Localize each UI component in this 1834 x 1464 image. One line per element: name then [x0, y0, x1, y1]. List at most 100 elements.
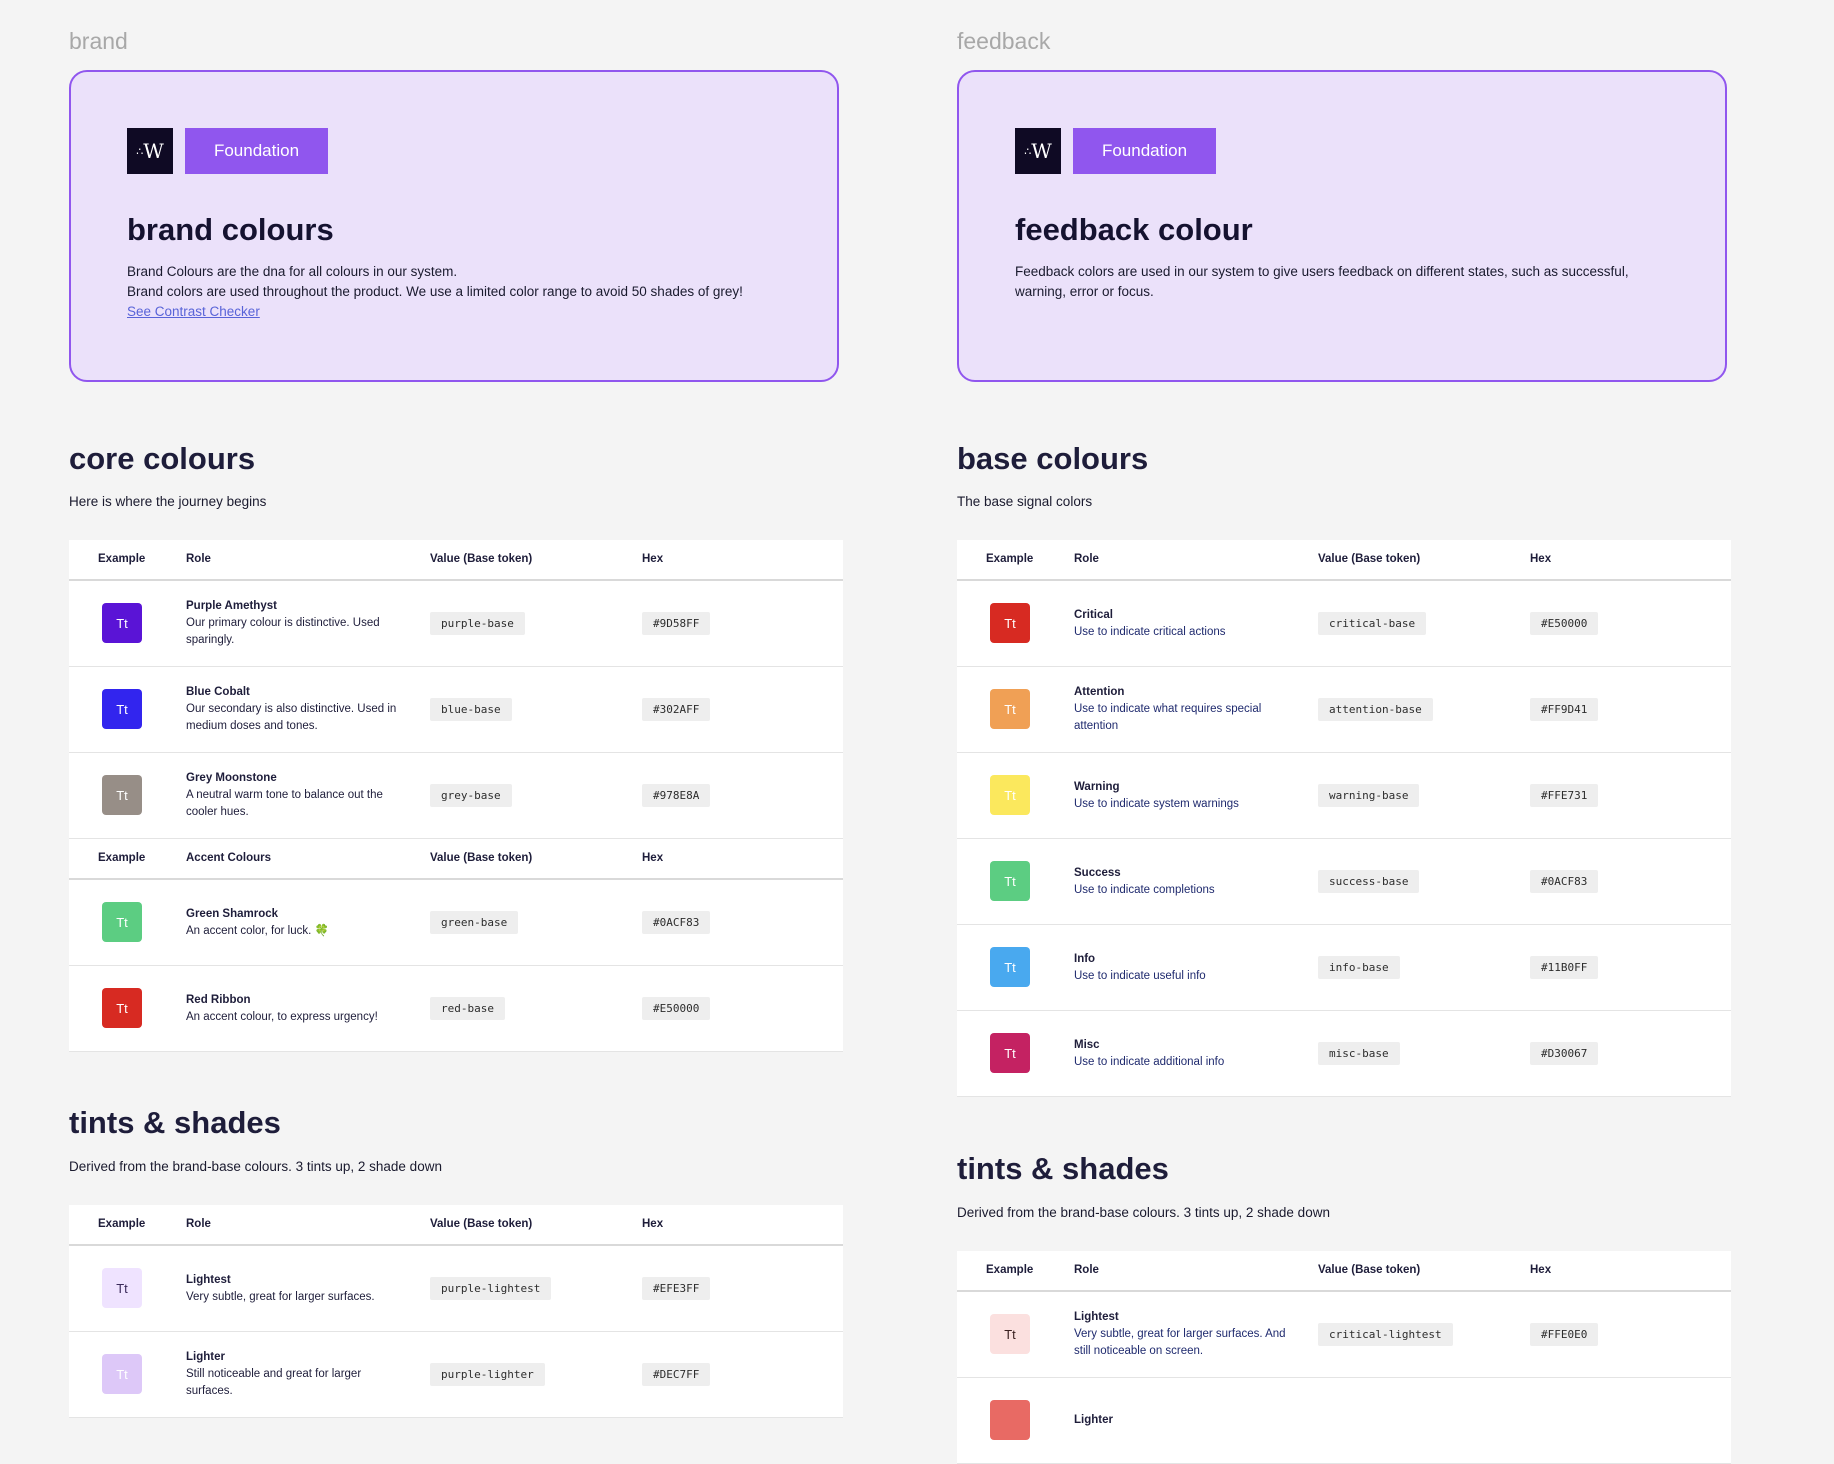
hex-chip[interactable]: #302AFF: [642, 698, 711, 721]
token-chip[interactable]: critical-lightest: [1318, 1323, 1453, 1346]
color-swatch: Tt: [990, 1033, 1030, 1073]
col-hex: Hex: [1530, 1264, 1552, 1276]
hex-chip[interactable]: #FF9D41: [1530, 698, 1599, 721]
role-description: Use to indicate what requires special at…: [1074, 703, 1262, 732]
color-swatch: Tt: [990, 689, 1030, 729]
table-row: Tt Red Ribbon An accent colour, to express…: [69, 966, 843, 1052]
col-example: Example: [986, 1264, 1034, 1276]
token-chip[interactable]: purple-lighter: [430, 1363, 545, 1386]
role-name: Red Ribbon: [186, 994, 251, 1006]
col-value: Value (Base token): [430, 553, 533, 565]
token-chip[interactable]: success-base: [1318, 870, 1420, 893]
col-role: Role: [1074, 553, 1099, 565]
role-cell: Green Shamrock An accent color, for luck.…: [186, 906, 406, 940]
table-row: Tt Lighter Still noticeable and great for …: [69, 1332, 843, 1418]
role-description: Very subtle, great for larger surfaces.: [186, 1291, 375, 1303]
token-chip[interactable]: info-base: [1318, 956, 1400, 979]
frame-label-feedback: feedback: [957, 28, 1051, 54]
color-swatch: [990, 1400, 1030, 1440]
color-swatch: Tt: [990, 861, 1030, 901]
role-description: Very subtle, great for larger surfaces. …: [1074, 1328, 1286, 1357]
logo-icon: ∴ W: [1015, 128, 1061, 174]
role-description: Use to indicate system warnings: [1074, 798, 1239, 810]
table-row: Tt Lightest Very subtle, great for larger …: [69, 1246, 843, 1332]
hex-chip[interactable]: #EFE3FF: [642, 1277, 711, 1300]
role-name: Purple Amethyst: [186, 600, 277, 612]
table-row: Tt Info Use to indicate useful info info-ba…: [957, 925, 1731, 1011]
table-row: Tt Warning Use to indicate system warnings…: [957, 753, 1731, 839]
role-cell: Grey Moonstone A neutral warm tone to bal…: [186, 770, 406, 821]
hex-chip[interactable]: #0ACF83: [1530, 870, 1599, 893]
contrast-checker-link[interactable]: See Contrast Checker: [127, 304, 260, 319]
token-chip[interactable]: green-base: [430, 911, 519, 934]
hex-chip[interactable]: #11B0FF: [1530, 956, 1599, 979]
table-header: Example Role Value (Base token) Hex: [957, 540, 1731, 581]
role-cell: Attention Use to indicate what requires s…: [1074, 684, 1294, 735]
frame-label-brand: brand: [69, 28, 128, 54]
hex-chip[interactable]: #D30067: [1530, 1042, 1599, 1065]
role-description: Still noticeable and great for larger su…: [186, 1368, 362, 1397]
role-name: Lightest: [1074, 1311, 1119, 1323]
hex-chip[interactable]: #9D58FF: [642, 612, 711, 635]
token-chip[interactable]: grey-base: [430, 784, 512, 807]
col-example: Example: [98, 553, 146, 565]
token-chip[interactable]: blue-base: [430, 698, 512, 721]
token-chip[interactable]: red-base: [430, 997, 505, 1020]
section-title-tints: tints & shades: [69, 1105, 281, 1140]
hero-desc-line: Feedback colors are used in our system t…: [1015, 264, 1629, 299]
foundation-tag: Foundation: [1073, 128, 1216, 174]
table-row: Tt Green Shamrock An accent color, for luc…: [69, 880, 843, 966]
role-name: Lighter: [1074, 1414, 1113, 1426]
role-name: Lighter: [186, 1351, 225, 1363]
role-name: Critical: [1074, 609, 1113, 621]
hex-chip[interactable]: #E50000: [642, 997, 711, 1020]
table-header: Example Role Value (Base token) Hex: [69, 1205, 843, 1246]
color-swatch: Tt: [102, 988, 142, 1028]
token-chip[interactable]: critical-base: [1318, 612, 1427, 635]
hero-desc-line: Brand Colours are the dna for all colour…: [127, 264, 458, 279]
table-row: Tt Attention Use to indicate what requires…: [957, 667, 1731, 753]
token-chip[interactable]: purple-lightest: [430, 1277, 552, 1300]
color-swatch: Tt: [102, 1268, 142, 1308]
table-header: Example Role Value (Base token) Hex: [69, 540, 843, 581]
page-title: feedback colour: [1015, 212, 1253, 247]
logo-icon: ∴ W: [127, 128, 173, 174]
color-swatch: Tt: [102, 689, 142, 729]
page-title: brand colours: [127, 212, 334, 247]
role-name: Grey Moonstone: [186, 772, 277, 784]
color-swatch: Tt: [102, 775, 142, 815]
hex-chip[interactable]: #0ACF83: [642, 911, 711, 934]
role-cell: Lightest Very subtle, great for larger su…: [186, 1272, 406, 1306]
table-row: Tt Blue Cobalt Our secondary is also disti…: [69, 667, 843, 753]
role-name: Info: [1074, 953, 1096, 965]
role-description: An accent color, for luck. 🍀: [186, 925, 329, 937]
token-chip[interactable]: attention-base: [1318, 698, 1433, 721]
col-value: Value (Base token): [1318, 1264, 1421, 1276]
hex-chip[interactable]: #DEC7FF: [642, 1363, 711, 1386]
color-swatch: Tt: [102, 603, 142, 643]
hex-chip[interactable]: #FFE731: [1530, 784, 1599, 807]
role-description: An accent colour, to express urgency!: [186, 1011, 378, 1023]
token-chip[interactable]: warning-base: [1318, 784, 1420, 807]
role-cell: Red Ribbon An accent colour, to express u…: [186, 992, 406, 1026]
hex-chip[interactable]: #E50000: [1530, 612, 1599, 635]
hex-chip[interactable]: #978E8A: [642, 784, 711, 807]
col-value: Value (Base token): [1318, 553, 1421, 565]
base-colours-table: Example Role Value (Base token) Hex Tt Cr…: [957, 540, 1731, 1097]
role-description: A neutral warm tone to balance out the c…: [186, 789, 383, 818]
color-swatch: Tt: [990, 603, 1030, 643]
color-swatch: Tt: [990, 947, 1030, 987]
brand-tints-table: Example Role Value (Base token) Hex Tt Li…: [69, 1205, 843, 1418]
role-cell: Lighter Still noticeable and great for la…: [186, 1349, 406, 1400]
hero-desc-line: Brand colors are used throughout the pro…: [127, 284, 743, 299]
role-name: Attention: [1074, 686, 1125, 698]
section-subtitle-core: Here is where the journey begins: [69, 494, 267, 509]
token-chip[interactable]: misc-base: [1318, 1042, 1400, 1065]
table-row: Tt Lightest Very subtle, great for larger …: [957, 1292, 1731, 1378]
token-chip[interactable]: purple-base: [430, 612, 525, 635]
hex-chip[interactable]: #FFE0E0: [1530, 1323, 1599, 1346]
feedback-hero-card: ∴ W Foundation feedback colour Feedback c…: [957, 70, 1727, 382]
role-cell: Purple Amethyst Our primary colour is dis…: [186, 598, 406, 649]
table-row: Tt Critical Use to indicate critical actio…: [957, 581, 1731, 667]
section-subtitle-tints: Derived from the brand-base colours. 3 t…: [957, 1205, 1330, 1220]
